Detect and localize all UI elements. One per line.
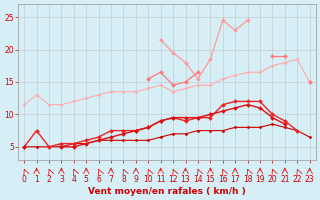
X-axis label: Vent moyen/en rafales ( km/h ): Vent moyen/en rafales ( km/h ) bbox=[88, 187, 246, 196]
